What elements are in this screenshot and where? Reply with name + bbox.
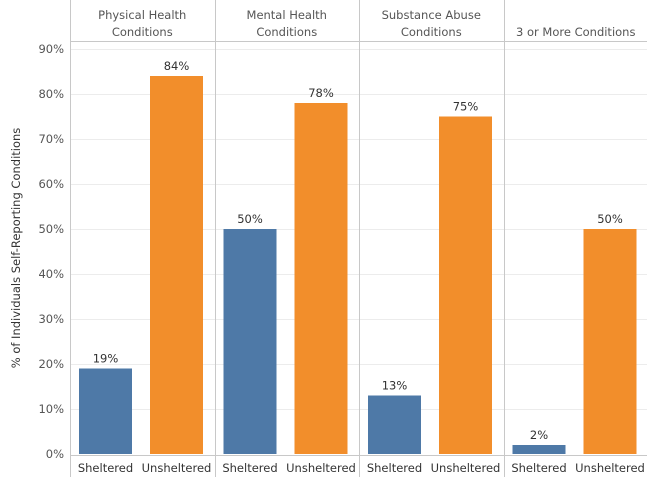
category-label: Unsheltered [142, 461, 212, 475]
y-tick-label: 80% [38, 87, 64, 101]
bar-sheltered [79, 368, 132, 454]
y-tick-label: 50% [38, 222, 64, 236]
category-label: Sheltered [78, 461, 133, 475]
category-label: Unsheltered [286, 461, 356, 475]
bar-sheltered [512, 445, 566, 454]
y-tick-label: 30% [38, 312, 64, 326]
panel-title: Conditions [256, 25, 317, 39]
data-label: 50% [597, 212, 623, 226]
bar-unsheltered [150, 76, 203, 454]
data-label: 2% [530, 428, 548, 442]
category-label: Unsheltered [575, 461, 645, 475]
y-tick-label: 70% [38, 132, 64, 146]
y-tick-label: 20% [38, 357, 64, 371]
y-tick-label: 40% [38, 267, 64, 281]
category-label: Unsheltered [431, 461, 501, 475]
panel-title: Conditions [401, 25, 462, 39]
bar-unsheltered [583, 229, 637, 454]
bar-sheltered [368, 395, 421, 454]
category-label: Sheltered [222, 461, 277, 475]
y-tick-label: 0% [46, 447, 64, 461]
data-label: 78% [308, 86, 334, 100]
panel-title: Physical Health [98, 8, 186, 22]
data-label: 13% [382, 379, 408, 393]
panel-title: Substance Abuse [382, 8, 481, 22]
panel-title: Mental Health [247, 8, 327, 22]
y-tick-label: 90% [38, 42, 64, 56]
data-label: 75% [453, 100, 479, 114]
y-tick-label: 10% [38, 402, 64, 416]
category-label: Sheltered [511, 461, 566, 475]
panel-title: Conditions [112, 25, 173, 39]
bar-sheltered [223, 229, 277, 454]
bar-unsheltered [439, 116, 492, 454]
y-axis-title: % of Individuals Self-Reporting Conditio… [9, 128, 23, 369]
y-tick-label: 60% [38, 177, 64, 191]
panel-title: 3 or More Conditions [516, 25, 635, 39]
data-label: 50% [237, 212, 263, 226]
data-label: 19% [93, 352, 119, 366]
data-label: 84% [164, 59, 190, 73]
category-label: Sheltered [367, 461, 422, 475]
bar-unsheltered [294, 103, 348, 454]
